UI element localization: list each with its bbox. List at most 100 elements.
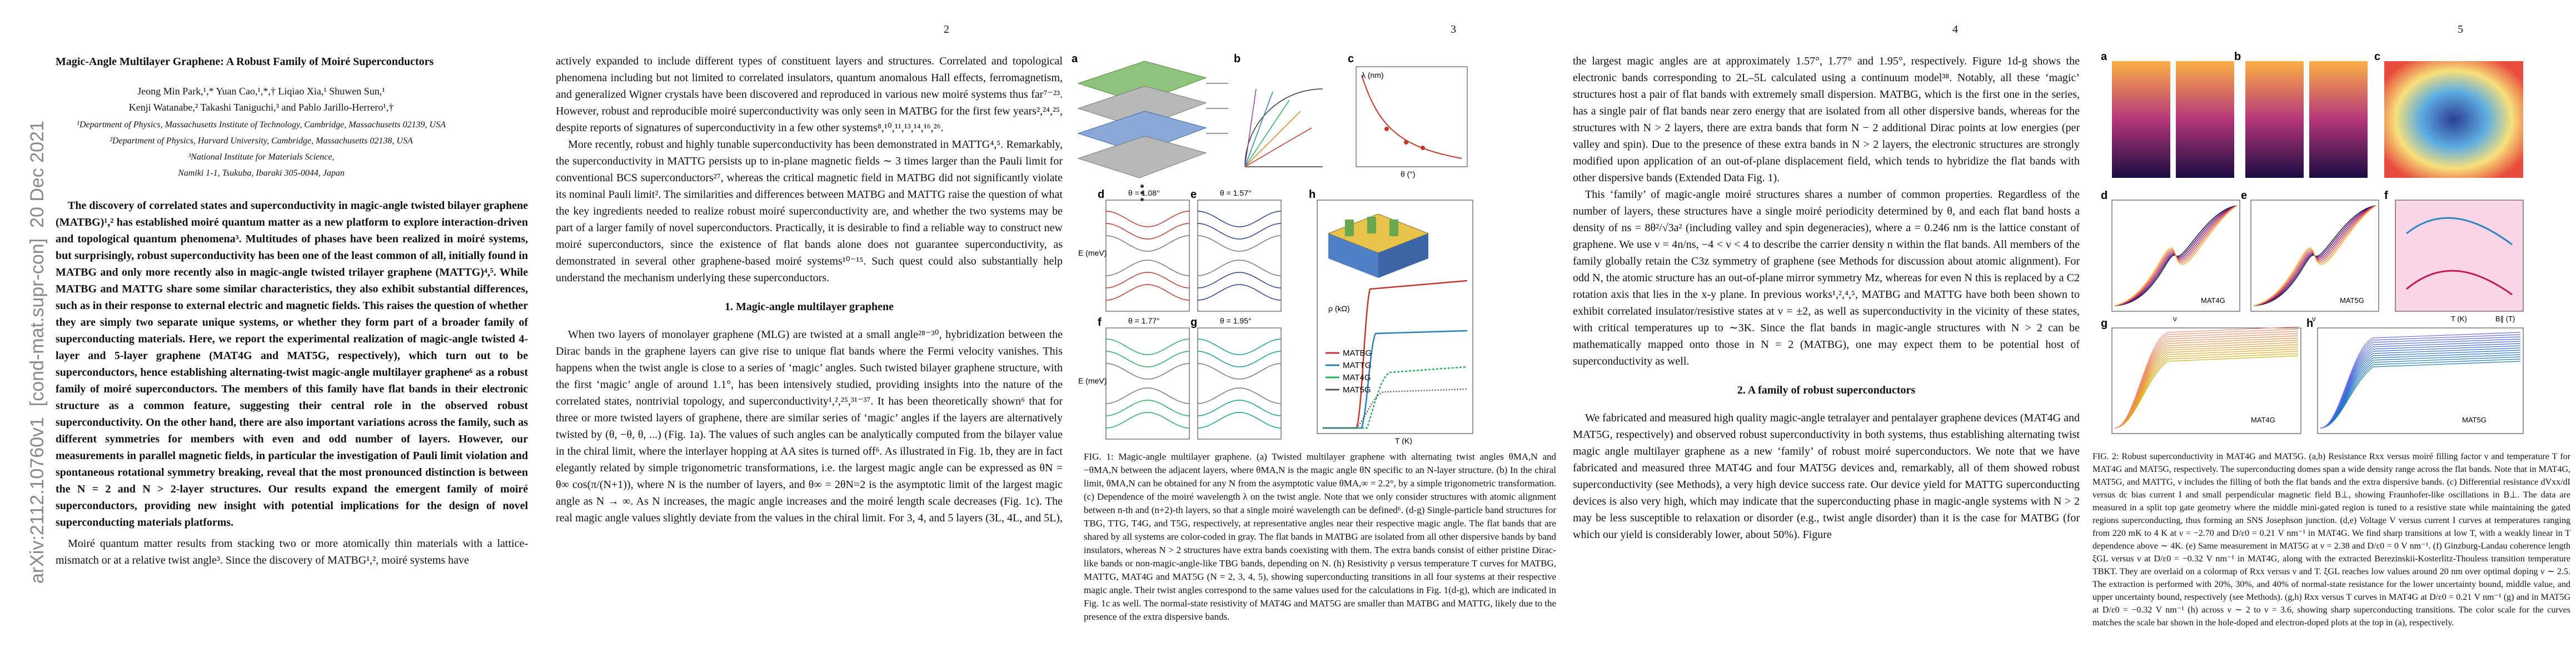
tbkt-curve <box>2406 270 2513 296</box>
paragraph: the largest magic angles are at approxim… <box>1573 55 2080 184</box>
band-line <box>1105 412 1190 429</box>
affiliation-line: ³National Institute for Materials Scienc… <box>188 152 335 162</box>
iv-curve <box>2253 205 2376 306</box>
paragraphs: Moiré quantum matter results from stacki… <box>56 535 528 569</box>
panel-label: e <box>2241 190 2247 202</box>
annotation: λ (nm) <box>1362 71 1384 79</box>
band-line <box>1197 387 1282 404</box>
authors: Jeong Min Park,¹,* Yuan Cao,¹,*,† Liqiao… <box>56 83 467 116</box>
figure: a b c d e f g h MAT4G MAT5G MAT4G MAT5G ν ν T (K) B∥ (T… <box>2101 51 2524 434</box>
affiliation-line: ²Department of Physics, Harvard Universi… <box>109 136 413 146</box>
annotation: θ (°) <box>1401 170 1416 178</box>
rt-curves <box>2114 326 2521 429</box>
arxiv-stamp: arXiv:2112.10760v1 [cond-mat.supr-con] 2… <box>27 121 48 584</box>
xi-frame <box>2395 200 2524 312</box>
band-line <box>1105 272 1190 288</box>
band-line <box>1197 412 1282 429</box>
rho-frame <box>1317 200 1473 434</box>
figure-labels: a b c d e f g h MAT4G MAT5G MAT4G MAT5G ν ν T (K) B∥ (T… <box>2101 51 2515 424</box>
wavelength-plot <box>1356 66 1468 167</box>
page: 3 <box>1067 0 1573 667</box>
legend-label: MATTG <box>1343 361 1371 370</box>
rt-frame <box>2111 327 2301 434</box>
legend-label: MATBG <box>1343 349 1372 358</box>
figure: a b c d e f g h θ = 1.08° θ = 1.57° θ = 1.77° θ = 1… <box>1072 53 1473 445</box>
page-number: 5 <box>2458 23 2463 36</box>
band-line <box>1105 260 1190 276</box>
body: the largest magic angles are at approxim… <box>1573 53 2080 543</box>
annotation: ν <box>2312 315 2316 323</box>
paragraph: More recently, robust and highly tunable… <box>556 138 1063 284</box>
band-line <box>1105 284 1190 301</box>
panel-label: d <box>2101 190 2107 202</box>
rt-curve <box>2320 356 2521 429</box>
device-illustration <box>1327 213 1429 278</box>
panel-label: e <box>1190 188 1197 201</box>
annotation: θ = 1.57° <box>1220 188 1252 197</box>
band-line <box>1197 284 1282 301</box>
panel-label: a <box>2101 51 2107 63</box>
paragraphs: We fabricated and measured high quality … <box>1573 410 2080 543</box>
abstract: The discovery of correlated states and s… <box>56 200 528 529</box>
band-line <box>1197 363 1282 380</box>
figure-caption: FIG. 1: Magic-angle multilayer graphene.… <box>1084 451 1557 622</box>
band-line <box>1197 339 1282 355</box>
annotation: MAT5G <box>2462 416 2487 424</box>
legend-label: MAT5G <box>1343 385 1371 395</box>
affiliations: ¹Department of Physics, Massachusetts In… <box>56 117 467 181</box>
band-line <box>1197 272 1282 288</box>
page: arXiv:2112.10760v1 [cond-mat.supr-con] 2… <box>0 0 534 667</box>
page: 5 a b c d e f g h MAT4G MAT5G MAT4G MAT5G ν ν T (K) B∥ <box>2084 0 2576 667</box>
section-heading: 2. A family of robust superconductors <box>1737 384 1916 396</box>
iv-frame <box>2250 200 2379 312</box>
band-line <box>1105 363 1190 380</box>
page-number: 4 <box>1952 23 1958 36</box>
iv-curves <box>2114 205 2376 306</box>
heatmaps <box>2112 61 2523 178</box>
body: The discovery of correlated states and s… <box>56 197 528 569</box>
page-number: 2 <box>944 23 949 36</box>
rt-curve <box>2320 354 2521 429</box>
legend-label: MAT4G <box>1343 373 1371 382</box>
panel-label: f <box>2384 190 2388 202</box>
panel-label: f <box>1098 316 1102 328</box>
iv-frame <box>2111 200 2240 312</box>
panel-label: d <box>1098 188 1104 201</box>
affiliation-line: ¹Department of Physics, Massachusetts In… <box>77 120 446 130</box>
annotation: E (meV) <box>1078 376 1107 385</box>
band-frame <box>1105 200 1190 312</box>
annotation: ρ (kΩ) <box>1328 304 1350 313</box>
author-line: Kenji Watanabe,² Takashi Taniguchi,³ and… <box>128 102 394 113</box>
panel-label: b <box>2234 51 2241 63</box>
page-number: 3 <box>1451 23 1456 36</box>
annotation: ν <box>2173 315 2177 323</box>
page: 4 the largest magic angles are at approx… <box>1573 0 2084 667</box>
panel-label: g <box>1190 316 1197 328</box>
affiliation-line: Namiki 1-1, Tsukuba, Ibaraki 305-0044, J… <box>178 168 345 178</box>
page: 2 actively expanded to include different… <box>534 0 1067 667</box>
annotation: MAT4G <box>2251 416 2275 424</box>
panel-label: h <box>2306 317 2313 330</box>
band-line <box>1105 235 1190 252</box>
annotation: T (K) <box>1395 436 1412 445</box>
band-frame <box>1197 327 1282 440</box>
panel-label: g <box>2101 317 2107 330</box>
paragraph: We fabricated and measured high quality … <box>1573 412 2080 541</box>
panel-label: c <box>1348 53 1354 65</box>
annotation: B∥ (T) <box>2495 315 2515 323</box>
body: actively expanded to include different t… <box>556 53 1063 526</box>
paper-title: Magic-Angle Multilayer Graphene: A Robus… <box>56 56 434 68</box>
rt-curve <box>2320 352 2521 429</box>
paragraph: When two layers of monolayer graphene (M… <box>556 328 1063 524</box>
annotation: T (K) <box>2451 315 2467 323</box>
angle-fan <box>1244 88 1323 167</box>
annotation: MAT4G <box>2201 296 2225 305</box>
panel-label: a <box>1072 53 1078 65</box>
band-line <box>1197 400 1282 416</box>
band-line <box>1105 351 1190 367</box>
annotation: MAT5G <box>2340 296 2364 305</box>
panel-label: h <box>1309 188 1316 201</box>
iv-curve <box>2114 205 2238 306</box>
